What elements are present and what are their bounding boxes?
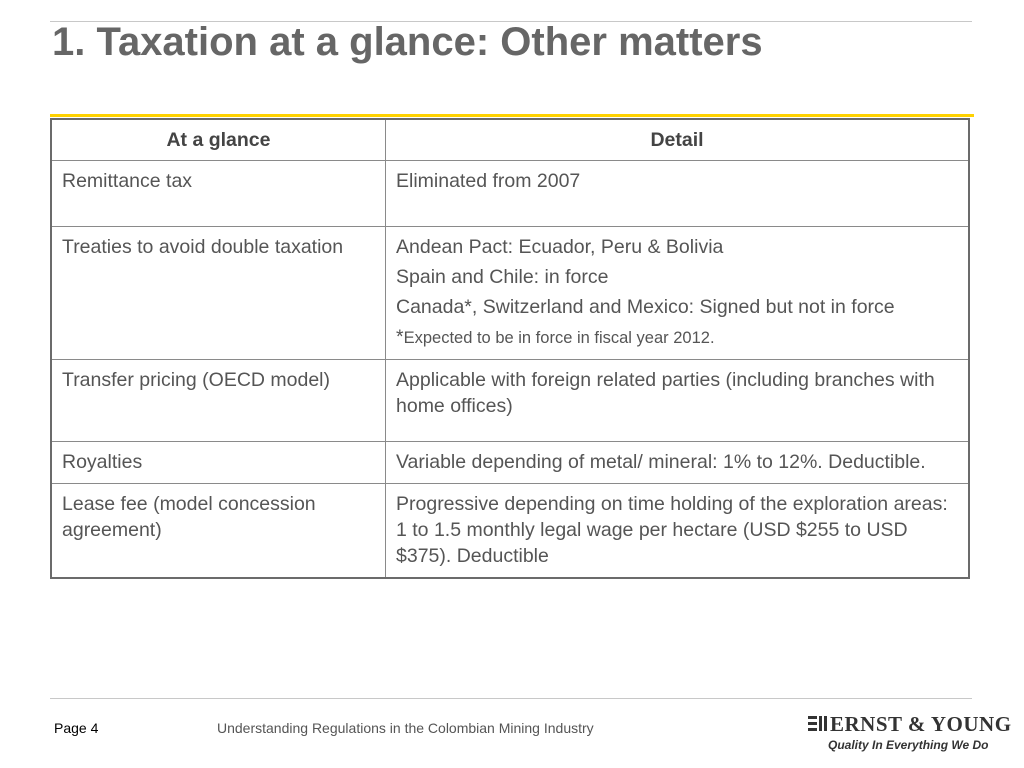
row-label: Remittance tax — [50, 160, 386, 227]
row-label: Treaties to avoid double taxation — [50, 226, 386, 360]
table-row: Remittance tax Eliminated from 2007 — [50, 160, 970, 227]
row-detail: Applicable with foreign related parties … — [385, 359, 970, 442]
row-detail: Andean Pact: Ecuador, Peru & Bolivia Spa… — [385, 226, 970, 360]
footer-divider — [50, 698, 972, 699]
top-divider — [50, 21, 972, 22]
table-row: Treaties to avoid double taxation Andean… — [50, 226, 970, 360]
page-number: Page 4 — [54, 720, 99, 736]
row-detail: Progressive depending on time holding of… — [385, 483, 970, 579]
logo-tagline: Quality In Everything We Do — [828, 738, 989, 752]
row-label: Royalties — [50, 441, 386, 484]
ernst-young-logo: ERNST & YOUNG Quality In Everything We D… — [808, 712, 1011, 756]
taxation-table: At a glance Detail Remittance tax Elimin… — [50, 118, 970, 579]
footnote-line: *Expected to be in force in fiscal year … — [396, 324, 958, 351]
detail-line: Variable depending of metal/ mineral: 1%… — [396, 451, 926, 473]
column-header-detail: Detail — [385, 118, 970, 161]
row-label: Lease fee (model concession agreement) — [50, 483, 386, 579]
detail-line: Applicable with foreign related parties … — [396, 369, 935, 417]
table-row: Transfer pricing (OECD model) Applicable… — [50, 359, 970, 442]
logo-name: ERNST & YOUNG — [830, 712, 1012, 736]
detail-line: Canada*, Switzerland and Mexico: Signed … — [396, 296, 895, 318]
detail-line: Andean Pact: Ecuador, Peru & Bolivia — [396, 236, 724, 258]
row-label: Transfer pricing (OECD model) — [50, 359, 386, 442]
ey-logo-mark-icon — [808, 716, 827, 731]
detail-line: Progressive depending on time holding of… — [396, 493, 948, 567]
table-header-row: At a glance Detail — [50, 118, 970, 161]
table-row: Royalties Variable depending of metal/ m… — [50, 441, 970, 484]
detail-line: Eliminated from 2007 — [396, 170, 581, 192]
row-detail: Variable depending of metal/ mineral: 1%… — [385, 441, 970, 484]
table-row: Lease fee (model concession agreement) P… — [50, 483, 970, 579]
slide-title: 1. Taxation at a glance: Other matters — [52, 20, 763, 64]
column-header-at-a-glance: At a glance — [50, 118, 386, 161]
footer-caption: Understanding Regulations in the Colombi… — [217, 720, 594, 736]
row-detail: Eliminated from 2007 — [385, 160, 970, 227]
footnote-text: Expected to be in force in fiscal year 2… — [403, 329, 715, 347]
footnote-mark: * — [396, 326, 404, 348]
title-accent-divider — [50, 114, 974, 117]
detail-line: Spain and Chile: in force — [396, 266, 609, 288]
